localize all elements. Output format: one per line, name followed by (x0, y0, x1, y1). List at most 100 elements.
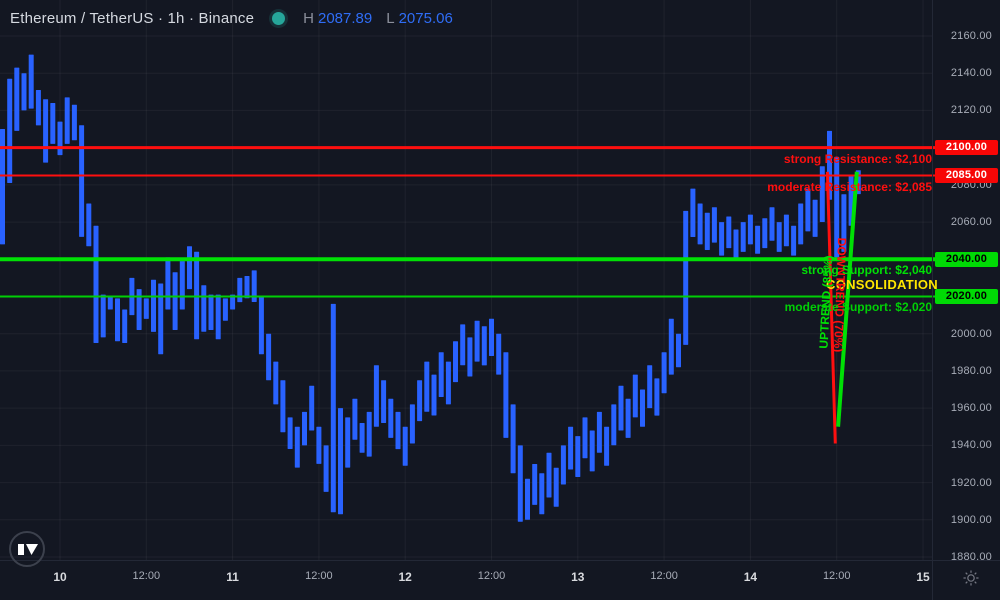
candle (755, 225, 761, 254)
support-price-badge: 2040.00 (935, 251, 998, 267)
candle (532, 464, 538, 505)
candle (187, 246, 192, 290)
uptrend-line[interactable] (836, 171, 859, 427)
consolidation-label[interactable]: CONSOLIDATION (826, 277, 938, 292)
candle (553, 467, 559, 507)
time-tick-label: 12:00 (822, 570, 851, 582)
candle (302, 411, 307, 446)
candle (632, 374, 638, 418)
support-label[interactable]: moderate Support: $2,020 (784, 300, 932, 315)
candle (503, 352, 509, 438)
candle (438, 352, 444, 397)
candle (402, 426, 408, 466)
candle (107, 296, 113, 310)
time-tick-label: 12:00 (305, 570, 333, 582)
candle (647, 365, 653, 409)
candle (834, 156, 840, 258)
candle (747, 214, 753, 245)
candle (352, 398, 358, 440)
candle (215, 294, 221, 340)
candle (28, 54, 34, 109)
candle (158, 283, 164, 355)
candle (575, 436, 581, 477)
candle (517, 445, 523, 522)
candle (496, 333, 502, 375)
candle (316, 426, 322, 464)
candle (726, 216, 732, 249)
candle (359, 423, 365, 453)
candle (625, 398, 631, 438)
candle (57, 121, 63, 156)
resistance-label[interactable]: moderate Resistance: $2,085 (767, 179, 932, 194)
candle (237, 277, 243, 303)
candle (323, 445, 329, 492)
candle (230, 294, 236, 310)
price-tick-label: 1920.00 (950, 476, 992, 489)
candle (582, 417, 588, 459)
candle (654, 378, 660, 416)
price-tick-label: 1940.00 (950, 439, 992, 452)
candle (704, 212, 710, 250)
candle (733, 229, 739, 260)
candle (244, 276, 250, 299)
tradingview-logo[interactable] (7, 529, 47, 569)
candle (388, 398, 394, 438)
candle (79, 125, 85, 237)
support-price-badge: 2020.00 (935, 288, 998, 304)
price-tick-label: 2120.00 (950, 104, 992, 117)
candle (690, 188, 696, 237)
candle (172, 272, 178, 330)
candle (208, 294, 214, 330)
candle (409, 404, 415, 444)
candle (697, 203, 703, 245)
price-tick-label: 1960.00 (950, 402, 992, 415)
candle (604, 426, 610, 466)
downtrend-line[interactable] (825, 171, 837, 444)
time-tick-label: 12 (398, 570, 412, 584)
candle (668, 318, 674, 375)
candle (71, 104, 77, 141)
resistance-label[interactable]: strong Resistance: $2,100 (783, 151, 932, 166)
candle (431, 374, 437, 416)
candle (50, 103, 56, 144)
price-tick-label: 1880.00 (950, 550, 992, 563)
sun-settings-icon[interactable] (962, 569, 980, 587)
candle (424, 361, 430, 412)
support-label[interactable]: strong Support: $2,040 (801, 263, 932, 278)
high-value: 2087.89 (318, 9, 373, 27)
candle (776, 222, 782, 252)
candle (525, 478, 530, 520)
candle (460, 324, 466, 366)
time-tick-label: 12:00 (650, 570, 678, 582)
candle (395, 411, 401, 450)
candle (453, 341, 458, 383)
candle (819, 166, 825, 222)
low-label: L (386, 9, 395, 27)
candle (539, 473, 545, 515)
candle (805, 188, 811, 232)
time-axis-separator (0, 560, 1000, 561)
price-tick-label: 2160.00 (950, 30, 992, 42)
candle (373, 365, 379, 427)
candle (345, 417, 351, 468)
candle (467, 337, 473, 377)
candle (596, 411, 602, 453)
candle (151, 279, 156, 332)
candle (546, 452, 552, 498)
time-tick-label: 10 (53, 570, 67, 584)
candle (791, 225, 797, 256)
candle (338, 408, 343, 515)
candle (7, 78, 13, 183)
candle (568, 426, 574, 470)
candle (611, 404, 617, 446)
candle (474, 320, 480, 362)
price-tick-label: 1980.00 (950, 364, 992, 377)
resistance-price-badge: 2100.00 (935, 140, 998, 156)
candle (417, 380, 423, 422)
symbol-title[interactable]: Ethereum / TetherUS · 1h · Binance (10, 9, 255, 27)
market-status-icon[interactable] (272, 11, 286, 25)
candle (445, 361, 451, 405)
time-tick-label: 13 (571, 570, 585, 584)
